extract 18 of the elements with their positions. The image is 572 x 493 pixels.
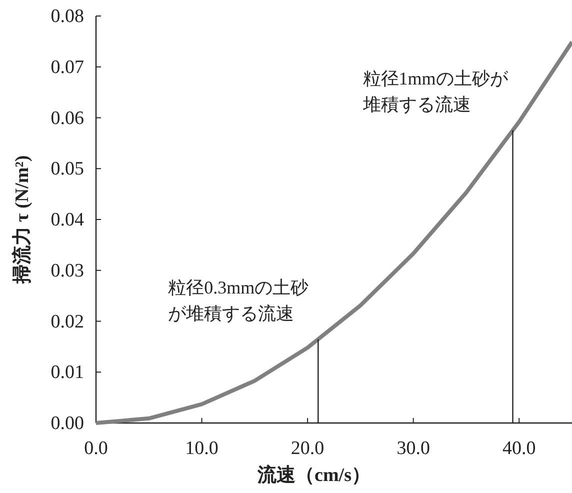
y-tick-label: 0.00 (50, 413, 84, 434)
x-tick-label: 20.0 (290, 438, 324, 459)
x-tick-label: 30.0 (396, 438, 430, 459)
y-tick-label: 0.03 (50, 260, 84, 282)
y-tick-label: 0.07 (50, 56, 84, 78)
y-axis-title: 掃流力 τ (N/m²) (11, 155, 33, 285)
ref-line-label: 粒径0.3mmの土砂が堆積する流速 (168, 277, 309, 324)
y-tick-label: 0.04 (50, 210, 84, 230)
x-tick-label: 10.0 (185, 438, 218, 459)
y-tick-label: 0.05 (50, 158, 84, 180)
y-tick-label: 0.02 (50, 311, 84, 332)
x-axis-title: 流速（cm/s） (256, 464, 370, 486)
y-tick-label: 0.06 (50, 108, 84, 129)
x-tick-label: 40.0 (502, 438, 536, 459)
y-tick-label: 0.01 (50, 362, 84, 384)
ref-line-label: 粒径1mmの土砂が堆積する流速 (362, 68, 509, 114)
x-tick-label: 0.0 (84, 438, 108, 459)
y-tick-label: 0.08 (50, 6, 84, 27)
